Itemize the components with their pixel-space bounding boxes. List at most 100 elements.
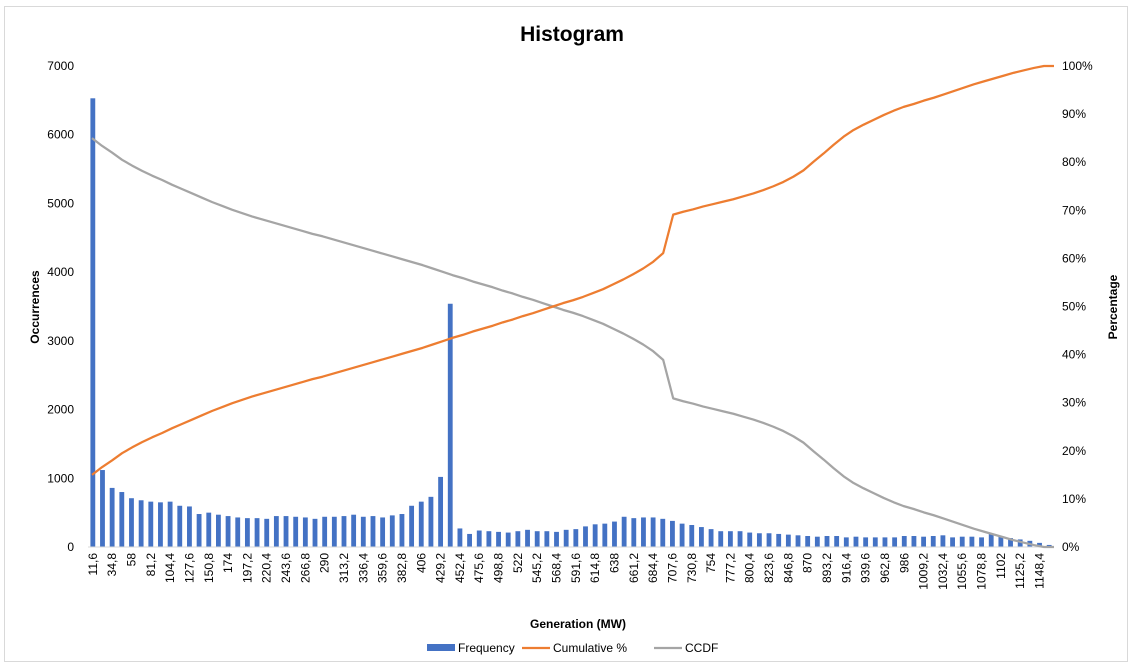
frequency-bar [254,518,260,547]
frequency-bar [988,533,994,547]
frequency-bar [699,527,704,547]
y-tick-label: 1000 [47,471,74,485]
legend-label: Cumulative % [553,641,627,655]
frequency-bar [756,533,762,547]
x-tick-label: 684,4 [646,553,660,583]
x-tick-label: 1009,2 [917,553,931,590]
x-tick-label: 846,8 [781,553,795,583]
frequency-bar [380,517,386,547]
frequency-bar [409,505,415,547]
x-tick-label: 336,4 [356,553,370,583]
y2-tick-label: 100% [1062,59,1093,73]
x-tick-label: 290 [318,553,332,573]
frequency-bar [418,501,424,547]
frequency-bar [525,529,530,547]
frequency-bar [235,517,241,547]
frequency-bar [776,533,782,547]
x-tick-label: 382,8 [395,553,409,583]
frequency-bar [244,518,250,547]
x-tick-label: 707,6 [665,553,679,583]
frequency-bar [322,516,328,547]
x-tick-label: 220,4 [260,553,274,583]
y2-tick-label: 0% [1062,540,1080,554]
frequency-bar [631,518,637,547]
frequency-bar [641,517,646,547]
frequency-bar [447,303,453,547]
frequency-bar [708,529,714,547]
frequency-bar [660,518,666,547]
legend-label: CCDF [685,641,718,655]
frequency-bar [196,514,202,547]
frequency-bar [129,498,134,547]
x-tick-label: 475,6 [472,553,486,583]
frequency-bar [969,536,975,547]
x-tick-label: 638 [607,553,621,573]
frequency-bar [177,505,183,547]
x-tick-label: 754 [704,553,718,573]
y2-axis-label: Percentage [1106,274,1120,339]
frequency-bar [100,470,105,547]
x-tick-label: 1055,6 [955,553,969,590]
frequency-bar [727,531,733,547]
frequency-bar [370,516,376,547]
x-tick-label: 568,4 [550,553,564,583]
frequency-bar [612,521,617,547]
frequency-bar [795,535,801,547]
x-tick-label: 800,4 [743,553,757,583]
frequency-bar [563,529,569,547]
frequency-bar [882,537,888,547]
frequency-bar [187,506,192,547]
chart-title: Histogram [520,23,624,46]
x-tick-label: 777,2 [723,553,737,583]
legend-swatch [427,644,455,651]
x-tick-label: 1148,4 [1033,553,1047,589]
frequency-bar [737,531,743,547]
frequency-bar [119,492,125,547]
x-tick-label: 962,8 [878,553,892,583]
y-axis-label: Occurrences [28,270,42,344]
x-tick-label: 870 [801,553,815,573]
frequency-bar [911,536,917,547]
frequency-bar [824,536,830,547]
y2-tick-label: 40% [1062,348,1086,362]
frequency-bar [1037,542,1042,547]
frequency-bar [998,536,1004,547]
frequency-bar [206,512,212,547]
frequency-bar [544,531,550,547]
frequency-bar [428,496,434,547]
frequency-bar [515,531,521,547]
x-tick-label: 1032,4 [936,553,950,590]
ccdf-line [91,137,1054,549]
plot-area: 0 1000 2000 3000 4000 5000 6000 7000 0% 10% 20% 30%… [47,59,1093,590]
y2-tick-label: 10% [1062,492,1086,506]
x-tick-label: 58 [124,553,138,567]
y-tick-label: 4000 [47,265,74,279]
frequency-bar [554,531,559,547]
legend-ccdf: CCDF [654,641,718,655]
frequency-bar [351,514,357,547]
legend-frequency: Frequency [427,641,515,655]
x-tick-label: 34,8 [105,553,119,577]
frequency-bar [979,537,984,547]
frequency-bar [476,530,482,547]
frequency-bar [670,520,675,547]
x-tick-label: 730,8 [685,553,699,583]
frequency-bar [892,537,898,547]
y2-tick-label: 80% [1062,155,1086,169]
frequency-bar [486,531,492,547]
frequency-bar [573,529,579,547]
x-tick-label: 661,2 [627,553,641,583]
frequency-bar [341,516,347,547]
y-tick-label: 3000 [47,334,74,348]
frequency-bar [399,514,405,547]
frequency-bar [766,533,772,547]
frequency-bar [679,523,685,547]
x-tick-label: 174 [221,553,235,573]
frequency-bar [264,518,270,547]
frequency-bar [109,487,115,547]
x-tick-label: 939,6 [859,553,873,583]
frequency-bar [621,516,627,547]
frequency-bar [863,537,869,547]
frequency-bar [583,526,588,547]
